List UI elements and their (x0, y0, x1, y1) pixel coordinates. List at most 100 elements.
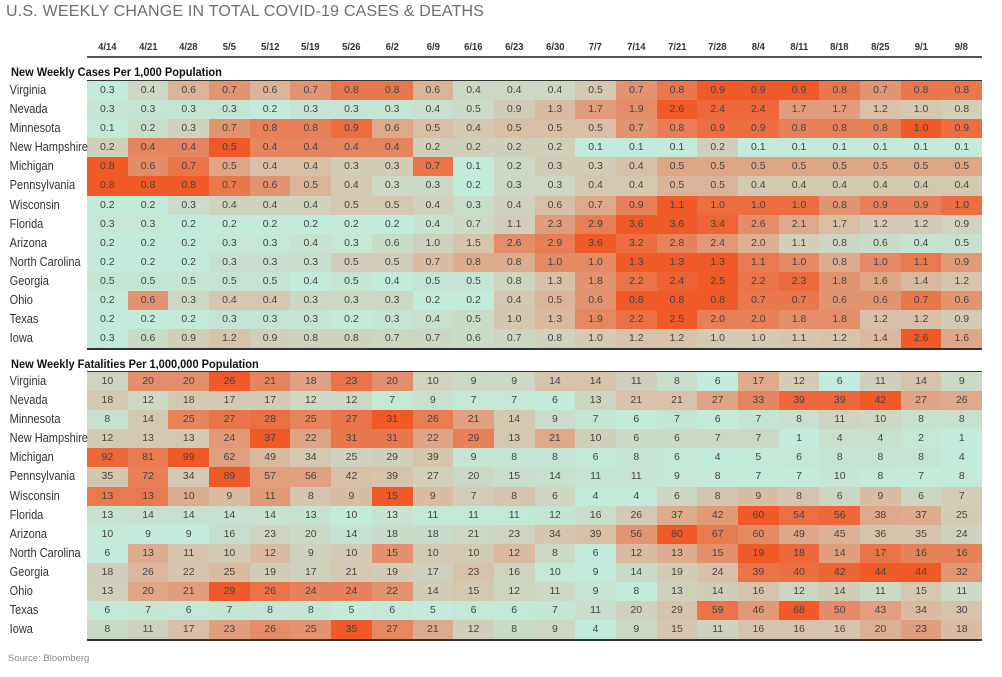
heatmap-cell: 22 (412, 429, 454, 449)
heatmap-cell: 0.5 (87, 271, 128, 292)
heatmap-cell: 1.0 (534, 252, 576, 272)
heatmap-cell: 0.5 (453, 100, 494, 120)
heatmap-cell: 0.4 (331, 176, 372, 196)
heatmap-cell: 8 (860, 448, 901, 468)
heatmap-cell: 0.2 (493, 138, 535, 158)
heatmap-cell: 0.7 (412, 329, 454, 349)
heatmap-cell: 2.2 (615, 271, 657, 292)
heatmap-cell: 12 (615, 543, 657, 563)
heatmap-cell: 1.2 (900, 310, 942, 330)
table-row: Michigan 0.8 0.6 0.7 0.5 0.4 0.4 0.3 0.3 0.7 0.1 0.… (0, 157, 983, 177)
heatmap-cell: 19 (371, 562, 413, 583)
heatmap-cell: 60 (738, 505, 779, 525)
heatmap-cell: 43 (860, 601, 901, 621)
heatmap-cell: 27 (697, 391, 738, 411)
table-row: Wisconsin 13 13 10 9 11 8 9 15 9 7 8 6 4 4 6 8 9 8 6 9 6 7 (0, 486, 983, 506)
heatmap-cell: 0.4 (249, 157, 291, 177)
heatmap-cell: 10 (412, 543, 454, 563)
heatmap-cell: 14 (534, 372, 576, 392)
heatmap-cell: 0.8 (493, 271, 535, 292)
heatmap-cell: 42 (819, 562, 861, 583)
column-header: 7/14 (627, 41, 646, 53)
heatmap-cell: 0.8 (941, 100, 983, 120)
heatmap-cell: 2.4 (656, 271, 698, 292)
heatmap-cell: 0.3 (249, 310, 291, 330)
heatmap-cell: 2.4 (697, 233, 738, 253)
heatmap-cell: 0.3 (331, 233, 372, 253)
heatmap-cell: 2.2 (738, 271, 779, 292)
heatmap-cell: 0.1 (87, 119, 128, 139)
heatmap-cell: 15 (656, 620, 698, 640)
heatmap-cell: 9 (127, 524, 169, 544)
heatmap-cell: 0.6 (860, 291, 901, 311)
heatmap-cell: 25 (168, 410, 210, 430)
heatmap-cell: 0.3 (534, 176, 576, 196)
heatmap-cell: 17 (412, 562, 454, 583)
heatmap-cell: 0.7 (371, 329, 413, 349)
heatmap-cell: 2.8 (656, 233, 698, 253)
heatmap-cell: 25 (331, 448, 372, 468)
heatmap-cell: 34 (168, 467, 210, 487)
heatmap-cell: 6 (534, 486, 576, 506)
heatmap-cell: 0.7 (290, 81, 332, 101)
heatmap-cell: 3.6 (575, 233, 616, 253)
state-label: Texas (9, 312, 39, 327)
cases-section-title: New Weekly Cases Per 1,000 Population (11, 65, 222, 79)
heatmap-cell: 12 (87, 429, 128, 449)
heatmap-cell: 31 (371, 429, 413, 449)
heatmap-cell: 0.8 (290, 329, 332, 349)
heatmap-cell: 2.1 (778, 214, 820, 234)
heatmap-cell: 6 (87, 543, 128, 563)
table-row: Virginia 10 20 20 26 21 18 23 20 10 9 9 14 14 11 8 6 17 12… (0, 372, 983, 392)
heatmap-cell: 25 (290, 410, 332, 430)
heatmap-cell: 6 (900, 486, 942, 506)
heatmap-cell: 31 (371, 410, 413, 430)
heatmap-cell: 18 (371, 524, 413, 544)
heatmap-cell: 0.4 (453, 81, 494, 101)
heatmap-cell: 20 (453, 467, 494, 487)
heatmap-cell: 9 (493, 372, 535, 392)
heatmap-cell: 7 (900, 467, 942, 487)
heatmap-cell: 26 (209, 372, 250, 392)
heatmap-cell: 0.3 (209, 233, 250, 253)
heatmap-cell: 0.2 (534, 138, 576, 158)
heatmap-cell: 0.2 (331, 214, 372, 234)
heatmap-cell: 16 (493, 562, 535, 583)
table-row: Nevada 18 12 18 17 17 12 12 7 9 7 7 6 13 21 21 27 33 39 39 4… (0, 391, 983, 411)
column-header: 7/21 (667, 41, 687, 53)
heatmap-cell: 0.3 (87, 214, 128, 234)
heatmap-cell: 15 (697, 543, 738, 563)
heatmap-cell: 0.5 (209, 138, 250, 158)
heatmap-cell: 3.4 (697, 214, 738, 234)
heatmap-cell: 1.2 (656, 329, 698, 349)
heatmap-cell: 1.6 (860, 271, 901, 292)
heatmap-cell: 0.9 (860, 195, 901, 215)
table-row: Minnesota 8 14 25 27 28 25 27 31 26 21 14 9 7 6 7 6 7 8 11 1… (0, 410, 983, 430)
table-row: Michigan 92 81 99 62 49 34 25 29 39 9 8 8 6 8 6 4 5 6 8 8 8 4 (0, 448, 983, 468)
heatmap-cell: 23 (249, 524, 291, 544)
heatmap-cell: 0.5 (575, 81, 616, 101)
heatmap-cell: 16 (900, 543, 942, 563)
heatmap-cell: 3.2 (615, 233, 657, 253)
heatmap-cell: 7 (453, 391, 494, 411)
heatmap-cell: 10 (331, 543, 372, 563)
heatmap-cell: 0.2 (87, 233, 128, 253)
heatmap-cell: 0.2 (209, 214, 250, 234)
heatmap-cell: 23 (209, 620, 250, 640)
heatmap-cell: 0.1 (738, 138, 779, 158)
heatmap-cell: 44 (900, 562, 942, 583)
heatmap-cell: 9 (453, 372, 494, 392)
heatmap-cell: 16 (819, 620, 861, 640)
heatmap-cell: 0.5 (209, 271, 250, 292)
heatmap-cell: 0.4 (738, 176, 779, 196)
heatmap-cell: 0.9 (941, 214, 983, 234)
heatmap-cell: 0.9 (941, 119, 983, 139)
heatmap-cell: 4 (941, 448, 983, 468)
heatmap-cell: 1.1 (778, 233, 820, 253)
heatmap-cell: 1.7 (778, 100, 820, 120)
heatmap-cell: 1.2 (819, 329, 861, 349)
heatmap-cell: 2.6 (738, 214, 779, 234)
heatmap-cell: 7 (575, 410, 616, 430)
heatmap-cell: 20 (371, 372, 413, 392)
heatmap-cell: 0.3 (168, 100, 210, 120)
